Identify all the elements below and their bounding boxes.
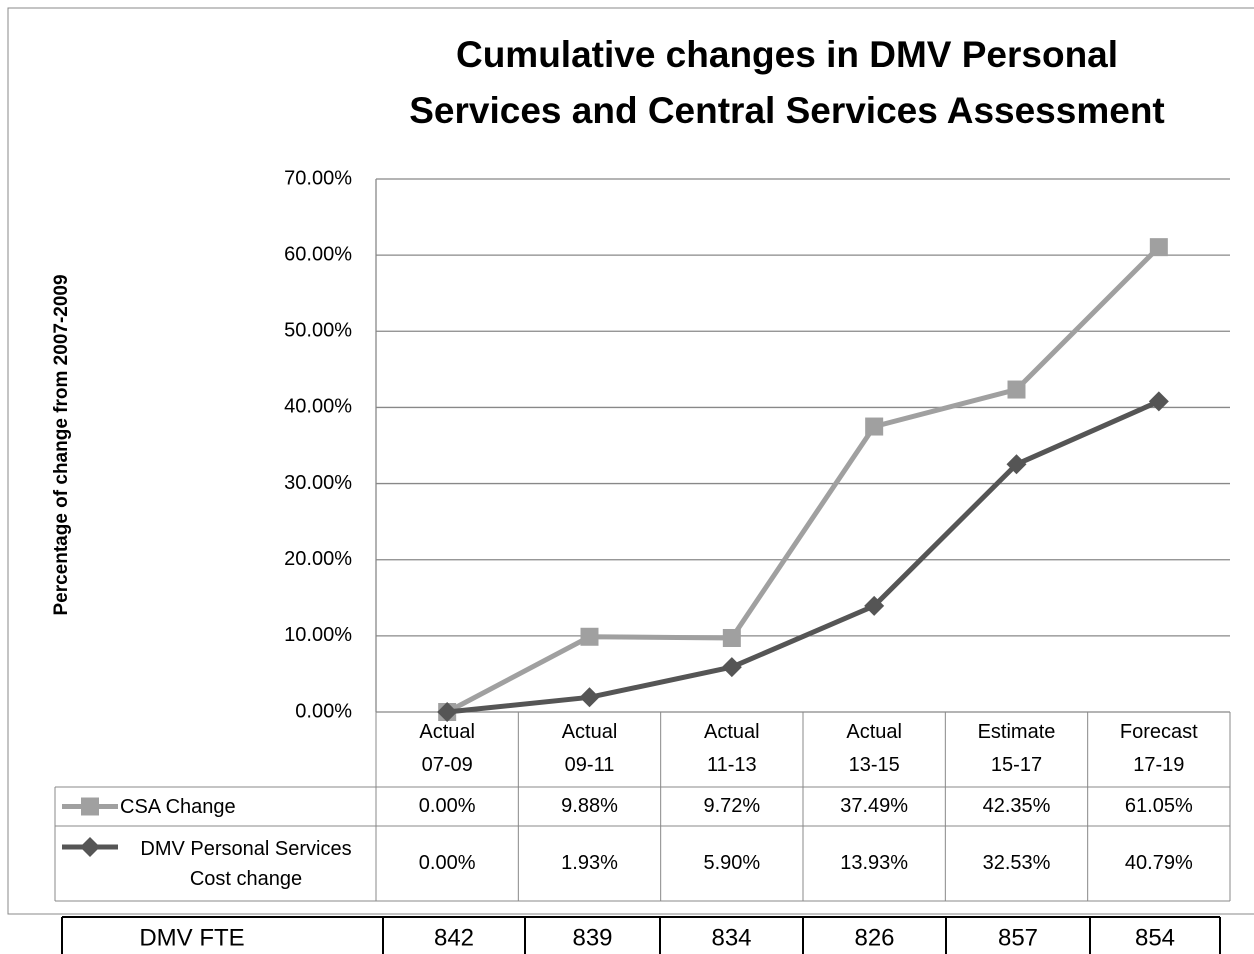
- x-tick-label: Actual 11-13: [704, 721, 760, 776]
- x-tick-label: Forecast 17-19: [1120, 721, 1198, 776]
- data-point: [1007, 380, 1026, 399]
- table-value: 0.00%: [419, 852, 476, 874]
- fte-value: 842: [434, 924, 474, 951]
- legend-text: CSA Change: [120, 795, 236, 818]
- data-point: [1006, 454, 1027, 475]
- table-value: 1.93%: [561, 852, 618, 874]
- fte-value: 826: [854, 924, 894, 951]
- legend-text: DMV Personal Services Cost change: [140, 837, 352, 890]
- fte-value: 854: [1135, 924, 1175, 951]
- table-value: 37.49%: [840, 795, 908, 817]
- y-axis-label: Percentage of change from 2007-2009: [51, 274, 72, 615]
- legend-key-marker: [81, 797, 99, 816]
- y-tick-label: 60.00%: [284, 243, 352, 265]
- table-value: 5.90%: [703, 852, 760, 874]
- data-point: [1148, 391, 1169, 412]
- table-value: 61.05%: [1125, 795, 1193, 817]
- table-value: 0.00%: [419, 795, 476, 817]
- table-value: 13.93%: [840, 852, 908, 874]
- x-tick-label: Actual 13-15: [846, 721, 902, 776]
- legend-label: CSA Change: [120, 787, 372, 826]
- fte-value: 834: [711, 924, 751, 951]
- legend-label: DMV Personal Services Cost change: [120, 826, 372, 901]
- data-point: [437, 702, 458, 722]
- data-point: [722, 628, 741, 647]
- series-line: [446, 399, 1160, 715]
- table-value: 40.79%: [1125, 852, 1193, 874]
- y-tick-label: 0.00%: [295, 700, 352, 722]
- fte-value: 839: [572, 924, 612, 951]
- table-value: 9.88%: [561, 795, 618, 817]
- fte-label: DMV FTE: [139, 924, 244, 951]
- y-tick-label: 20.00%: [284, 548, 352, 570]
- data-point: [721, 657, 742, 678]
- table-value: 9.72%: [703, 795, 760, 817]
- chart-border: [7, 7, 1254, 915]
- y-tick-label: 50.00%: [284, 320, 352, 342]
- y-tick-label: 10.00%: [284, 624, 352, 646]
- data-point: [865, 417, 884, 436]
- fte-value: 857: [998, 924, 1038, 951]
- x-tick-label: Actual 07-09: [419, 721, 475, 776]
- x-tick-label: Actual 09-11: [562, 721, 618, 776]
- series-line: [445, 245, 1161, 715]
- data-point: [1149, 238, 1168, 257]
- data-point: [579, 687, 600, 708]
- y-tick-label: 30.00%: [284, 472, 352, 494]
- table-value: 42.35%: [983, 795, 1051, 817]
- data-point: [864, 595, 885, 616]
- legend-key-marker: [80, 837, 100, 857]
- x-tick-label: Estimate 15-17: [978, 721, 1056, 776]
- y-tick-label: 40.00%: [284, 396, 352, 418]
- chart-title: Cumulative changes in DMV Personal Servic…: [409, 34, 1165, 131]
- y-tick-label: 70.00%: [284, 167, 352, 189]
- table-value: 32.53%: [983, 852, 1051, 874]
- data-point: [580, 627, 599, 646]
